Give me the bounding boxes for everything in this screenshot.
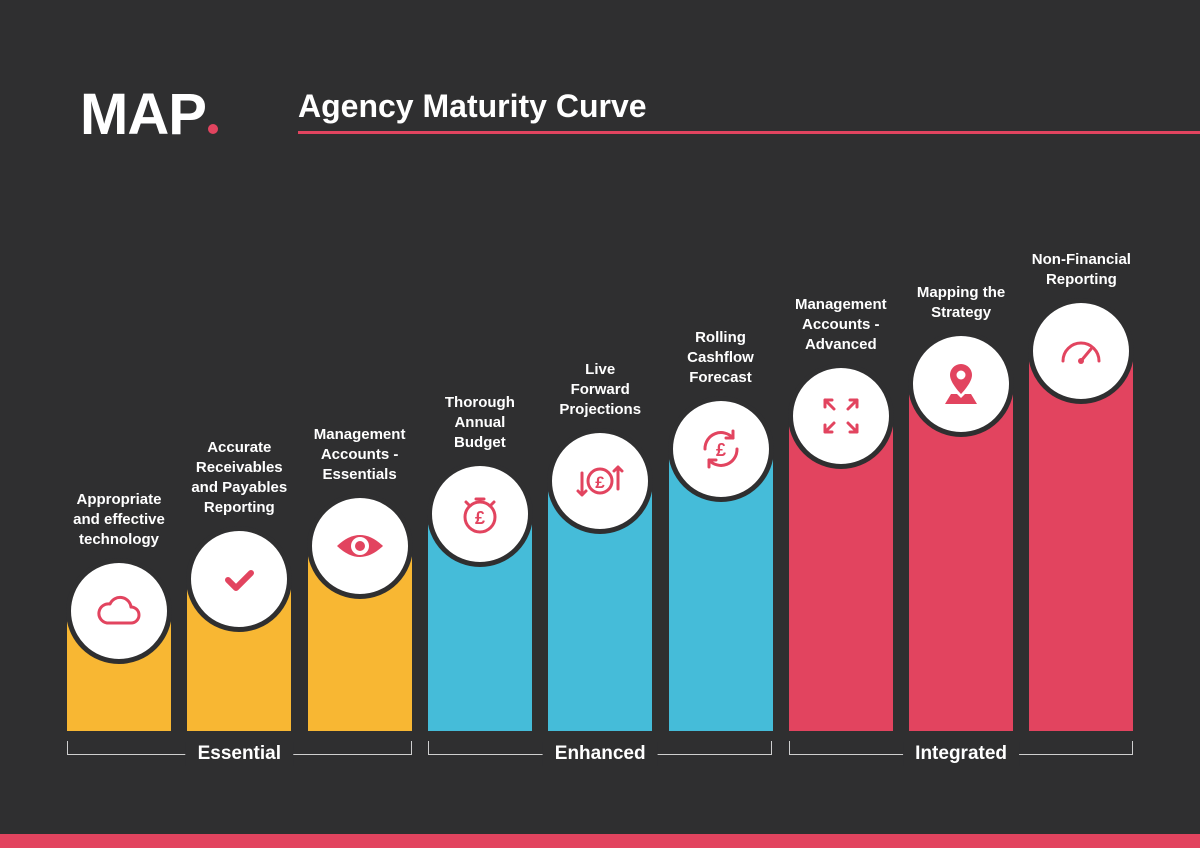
title-underline (298, 131, 1200, 134)
page-title: Agency Maturity Curve (298, 88, 647, 124)
gauge-icon (1055, 325, 1107, 377)
step-icon-circle: £ (547, 428, 654, 534)
step-label: Rolling Cashflow Forecast (687, 328, 754, 386)
step-icon-circle (186, 525, 293, 632)
cloud-icon (93, 585, 145, 637)
step-icon-circle (908, 330, 1015, 437)
step-bar-integrated (909, 392, 1014, 731)
expand-arrows-icon (815, 390, 867, 442)
footer-accent-bar (0, 834, 1200, 848)
step-icon-circle (66, 558, 172, 664)
pound-arrows-icon: £ (574, 455, 626, 507)
step-label: Management Accounts - Advanced (794, 296, 887, 353)
step-bar-enhanced (668, 457, 773, 731)
step-bar-integrated (1029, 360, 1134, 731)
stopwatch-pound-icon: £ (454, 488, 506, 540)
group-label-enhanced: Enhanced (542, 742, 658, 766)
step-icon-circle: £ (426, 460, 533, 567)
step-icon-circle (787, 363, 894, 469)
logo-text: MAP (80, 82, 207, 147)
svg-text:£: £ (595, 473, 605, 492)
step-label: Management Accounts - Essentials (313, 426, 406, 483)
step-icon-circle (1028, 298, 1135, 404)
step-icon-circle: £ (667, 395, 774, 502)
map-logo: MAP (80, 84, 218, 146)
step-label: Non-Financial Reporting (1031, 251, 1131, 288)
step-icon-circle (306, 493, 413, 599)
step-label: Live Forward Projections (559, 361, 642, 418)
step-label: Accurate Receivables and Payables Report… (191, 438, 288, 516)
step-label: Appropriate and effective technology (73, 491, 165, 548)
pound-cycle-icon: £ (695, 423, 747, 475)
svg-text:£: £ (715, 440, 725, 460)
step-label: Thorough Annual Budget (444, 393, 515, 451)
svg-text:£: £ (475, 508, 485, 528)
group-label-essential: Essential (185, 742, 294, 766)
group-label-integrated: Integrated (903, 742, 1020, 766)
step-bar-integrated (788, 425, 893, 731)
check-icon (213, 553, 265, 605)
logo-dot (207, 124, 218, 134)
eye-icon (334, 520, 386, 572)
step-label: Mapping the Strategy (916, 283, 1006, 321)
map-pin-icon (935, 358, 987, 410)
